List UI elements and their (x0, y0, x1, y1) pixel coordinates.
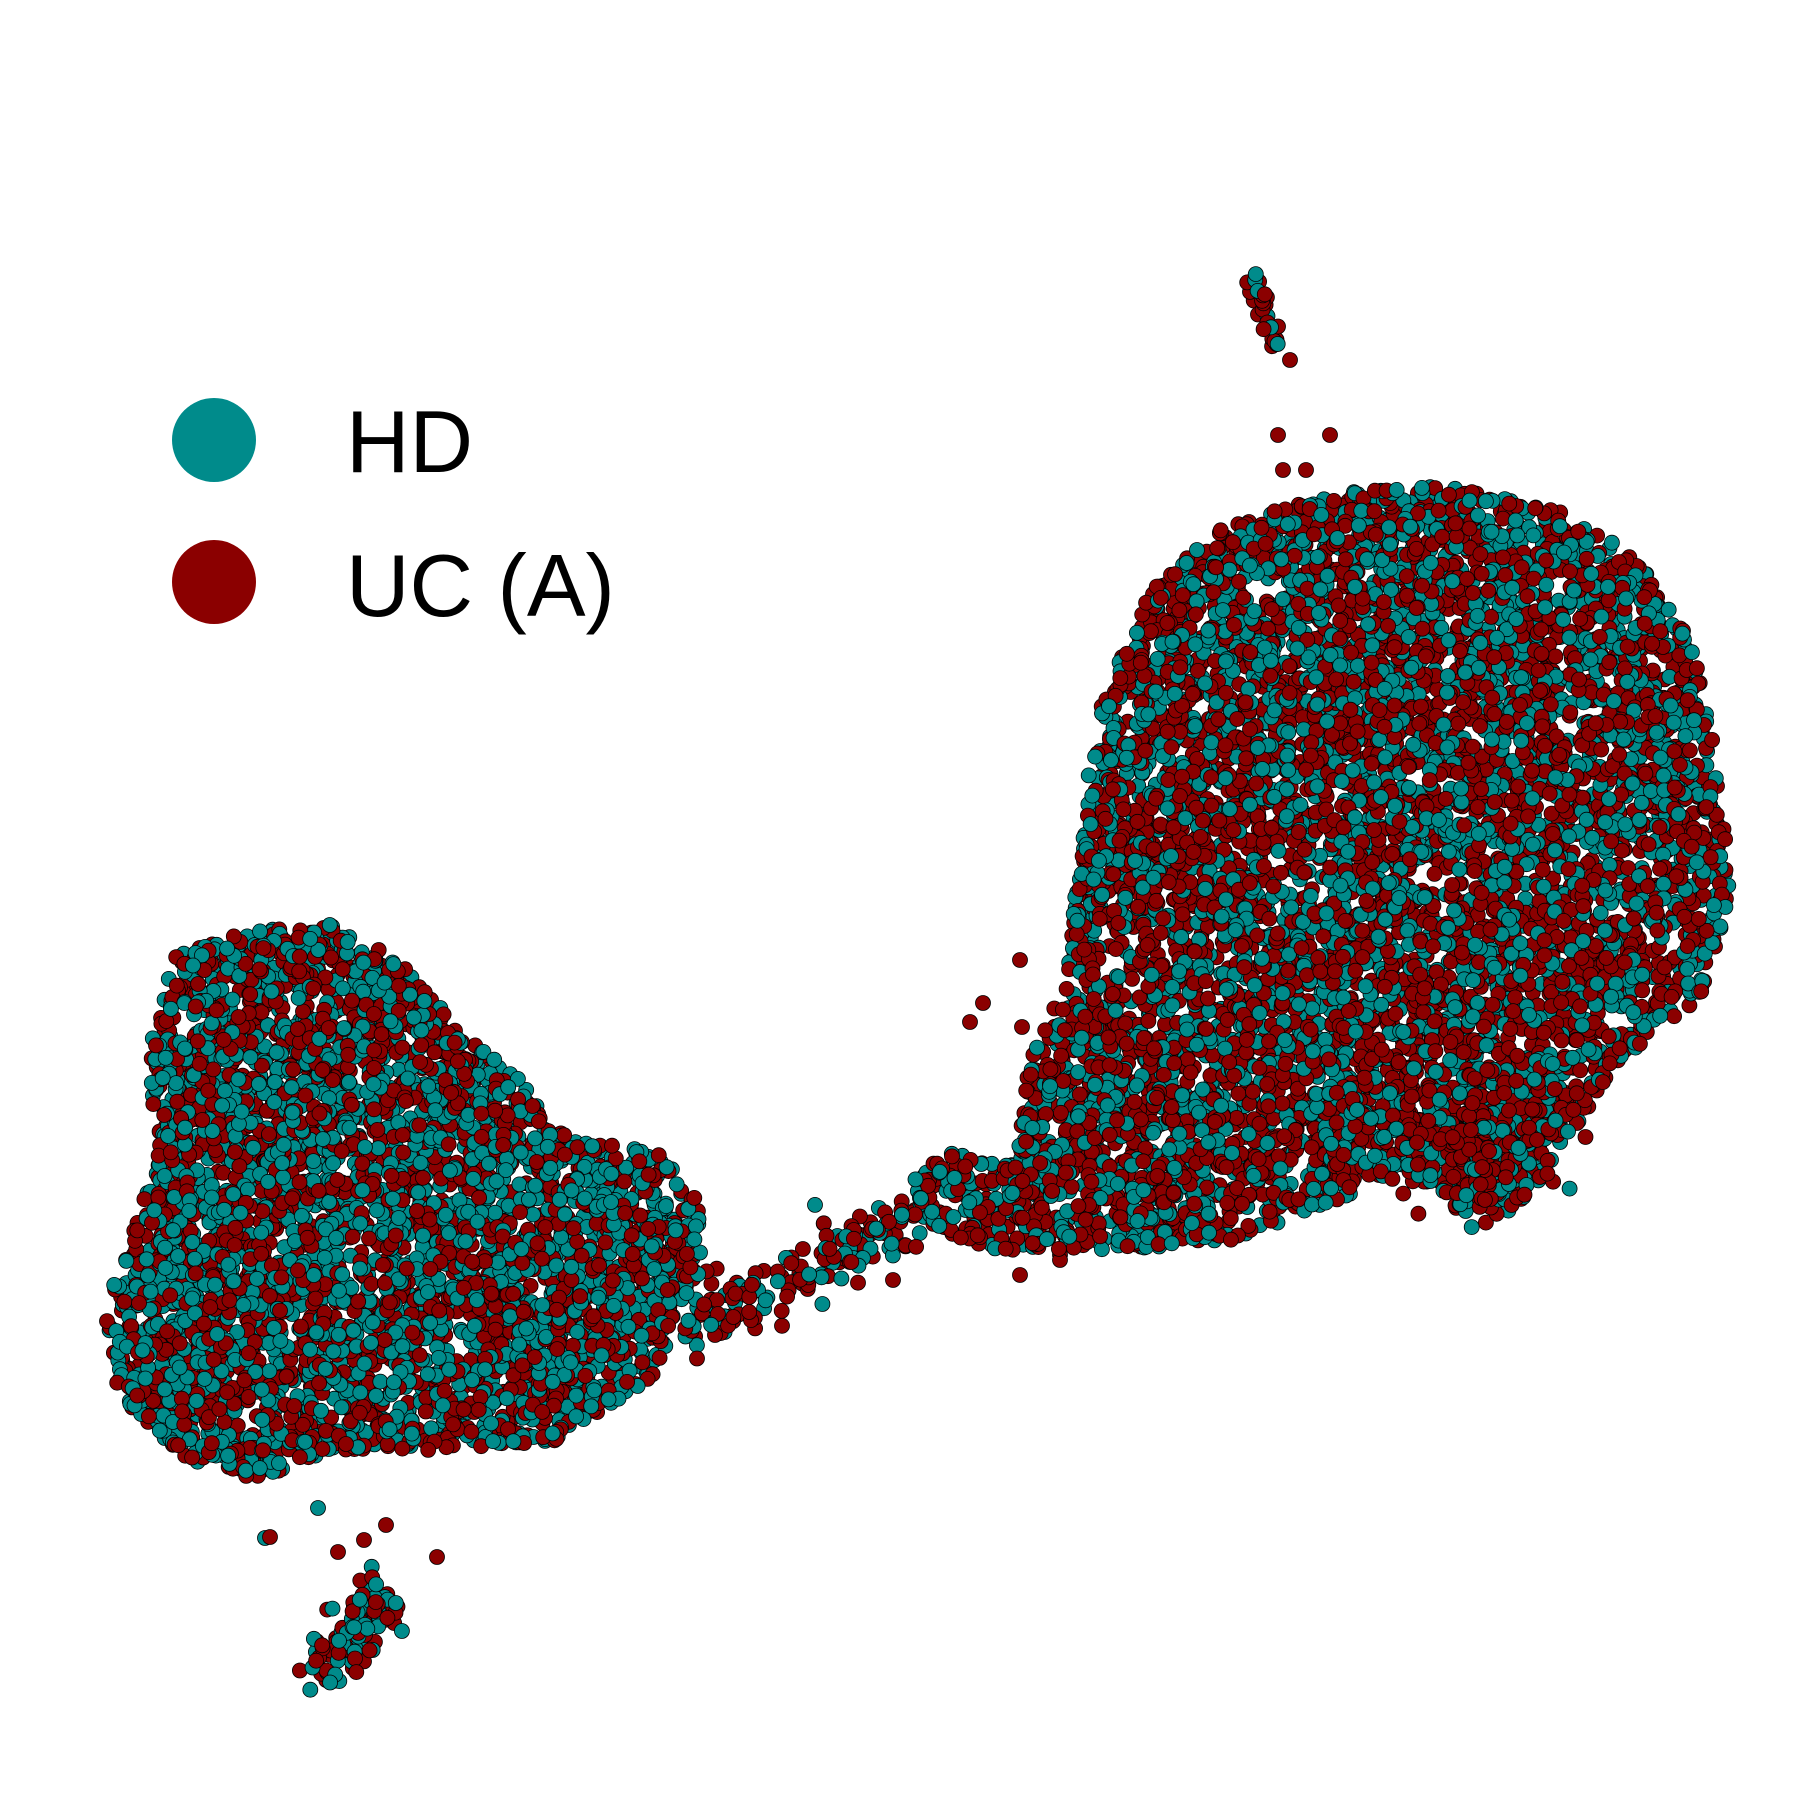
point-uc-a (1012, 952, 1028, 968)
point-uc-a (1012, 1267, 1028, 1283)
point-uc-a (262, 1529, 278, 1545)
point-uc-a (1577, 1129, 1594, 1145)
scatter-points (99, 266, 1737, 1698)
point-uc-a (1666, 1008, 1682, 1025)
point-hd (305, 1153, 322, 1169)
point-uc-a (1322, 427, 1338, 443)
point-hd (302, 1681, 319, 1698)
point-uc-a (773, 1303, 790, 1319)
point-uc-a (1410, 1205, 1427, 1222)
point-uc-a (1478, 1214, 1494, 1231)
point-uc-a (1014, 1019, 1030, 1035)
point-hd (324, 1600, 341, 1617)
point-uc-a (330, 1544, 346, 1560)
